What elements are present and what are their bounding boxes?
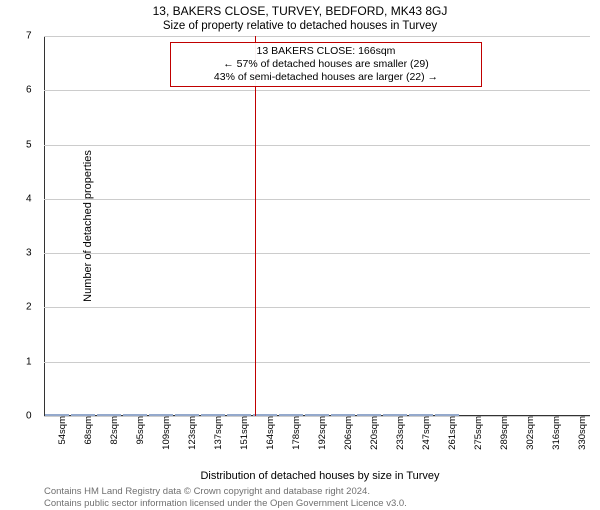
plot-area: 0123456754sqm68sqm82sqm95sqm109sqm123sqm…	[44, 36, 590, 416]
bar-slot: 247sqm	[408, 414, 434, 416]
y-tick-label: 1	[26, 356, 32, 367]
x-tick-label: 123sqm	[183, 416, 198, 450]
reference-line	[255, 36, 256, 416]
x-tick-label: 68sqm	[79, 416, 94, 445]
x-tick-label: 164sqm	[261, 416, 276, 450]
bar-slot: 95sqm	[122, 414, 148, 416]
bar-slot: 178sqm	[278, 414, 304, 416]
bar-slot: 54sqm	[44, 414, 70, 416]
x-tick-label: 275sqm	[469, 416, 484, 450]
x-tick-label: 206sqm	[339, 416, 354, 450]
callout-line: ← 57% of detached houses are smaller (29…	[179, 58, 474, 71]
bar-slot: 261sqm	[434, 414, 460, 416]
attribution-line-1: Contains HM Land Registry data © Crown c…	[44, 486, 596, 498]
x-tick-label: 289sqm	[495, 416, 510, 450]
bar-slot: 137sqm	[200, 414, 226, 416]
x-tick-label: 261sqm	[443, 416, 458, 450]
y-tick-label: 5	[26, 139, 32, 150]
bar-slot: 164sqm	[252, 414, 278, 416]
y-tick-label: 3	[26, 248, 32, 259]
x-tick-label: 247sqm	[417, 416, 432, 450]
chart-area: Number of detached properties 0123456754…	[44, 36, 590, 416]
bar-slot: 192sqm	[304, 414, 330, 416]
y-tick-label: 7	[26, 31, 32, 42]
callout-line: 43% of semi-detached houses are larger (…	[179, 71, 474, 84]
x-tick-label: 302sqm	[521, 416, 536, 450]
x-tick-label: 178sqm	[287, 416, 302, 450]
y-tick-label: 2	[26, 302, 32, 313]
x-tick-label: 192sqm	[313, 416, 328, 450]
x-tick-label: 330sqm	[573, 416, 588, 450]
bar-slot: 220sqm	[356, 414, 382, 416]
y-tick-label: 4	[26, 193, 32, 204]
x-tick-label: 137sqm	[209, 416, 224, 450]
chart-title: 13, BAKERS CLOSE, TURVEY, BEDFORD, MK43 …	[4, 4, 596, 18]
y-tick-label: 0	[26, 411, 32, 422]
attribution-block: Contains HM Land Registry data © Crown c…	[44, 486, 596, 510]
bar-slot: 206sqm	[330, 414, 356, 416]
bar-slot: 68sqm	[70, 414, 96, 416]
x-tick-label: 54sqm	[53, 416, 68, 445]
bars-container: 54sqm68sqm82sqm95sqm109sqm123sqm137sqm15…	[44, 36, 590, 416]
bar-slot: 82sqm	[96, 414, 122, 416]
callout-line: 13 BAKERS CLOSE: 166sqm	[179, 45, 474, 58]
callout-box: 13 BAKERS CLOSE: 166sqm← 57% of detached…	[170, 42, 483, 87]
x-tick-label: 151sqm	[235, 416, 250, 450]
x-tick-label: 220sqm	[365, 416, 380, 450]
bar-slot: 233sqm	[382, 414, 408, 416]
bar-slot: 123sqm	[174, 414, 200, 416]
x-axis-label: Distribution of detached houses by size …	[44, 470, 596, 482]
x-tick-label: 95sqm	[131, 416, 146, 445]
x-tick-label: 82sqm	[105, 416, 120, 445]
bar-slot: 109sqm	[148, 414, 174, 416]
y-tick-label: 6	[26, 85, 32, 96]
bar-slot: 151sqm	[226, 414, 252, 416]
x-tick-label: 316sqm	[547, 416, 562, 450]
x-tick-label: 233sqm	[391, 416, 406, 450]
chart-subtitle: Size of property relative to detached ho…	[4, 20, 596, 32]
chart-title-block: 13, BAKERS CLOSE, TURVEY, BEDFORD, MK43 …	[4, 4, 596, 32]
x-tick-label: 109sqm	[157, 416, 172, 450]
